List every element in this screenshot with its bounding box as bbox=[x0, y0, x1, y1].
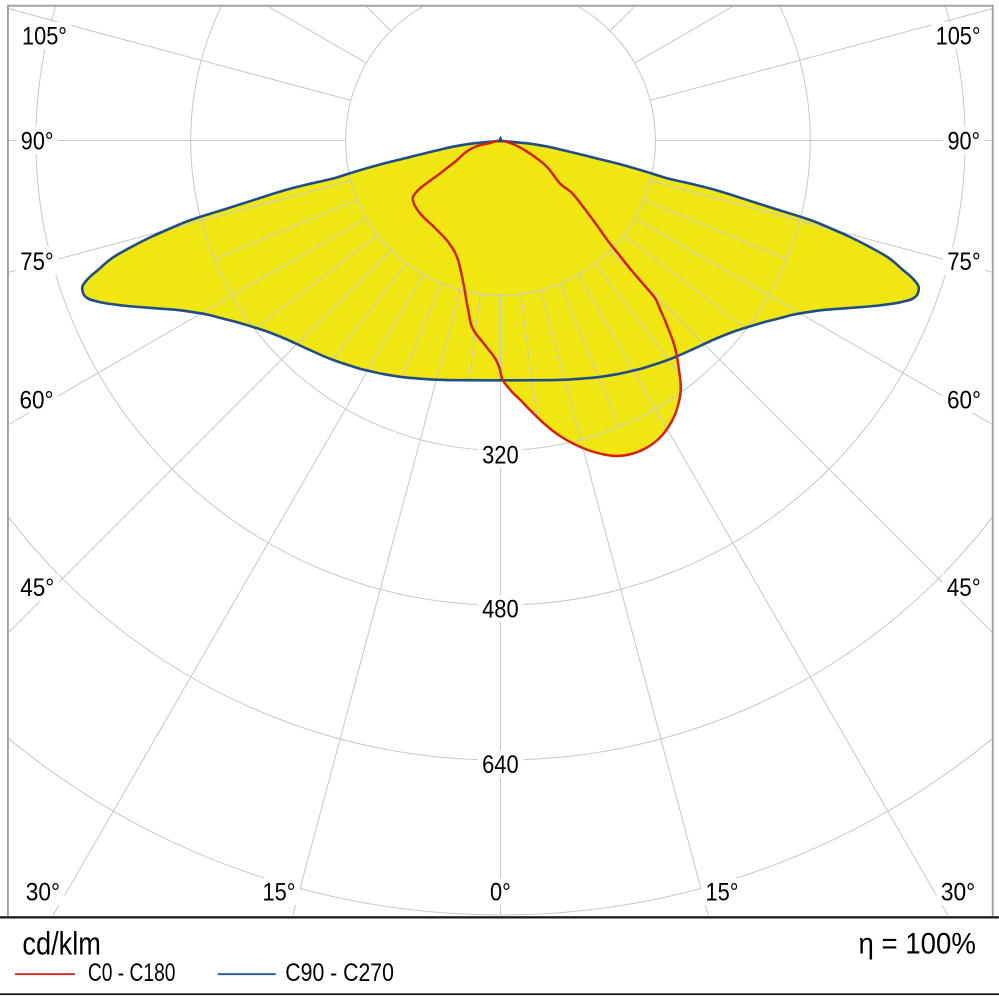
svg-text:45°: 45° bbox=[947, 574, 981, 602]
svg-text:30°: 30° bbox=[26, 879, 60, 907]
svg-text:105°: 105° bbox=[936, 22, 981, 50]
svg-text:320: 320 bbox=[482, 441, 519, 469]
svg-text:15°: 15° bbox=[263, 879, 296, 907]
svg-text:C0 - C180: C0 - C180 bbox=[88, 959, 176, 987]
svg-text:0°: 0° bbox=[490, 878, 511, 906]
svg-text:C90 - C270: C90 - C270 bbox=[285, 959, 394, 987]
svg-text:480: 480 bbox=[482, 596, 519, 624]
svg-text:η = 100%: η = 100% bbox=[859, 928, 976, 961]
svg-text:75°: 75° bbox=[20, 248, 54, 276]
svg-text:cd/klm: cd/klm bbox=[22, 926, 101, 962]
svg-text:60°: 60° bbox=[20, 386, 54, 414]
svg-text:90°: 90° bbox=[21, 128, 54, 156]
svg-text:30°: 30° bbox=[941, 879, 975, 907]
svg-text:75°: 75° bbox=[947, 248, 981, 276]
svg-text:105°: 105° bbox=[22, 22, 67, 50]
svg-text:60°: 60° bbox=[947, 386, 981, 414]
svg-text:90°: 90° bbox=[948, 128, 981, 156]
svg-text:45°: 45° bbox=[20, 574, 54, 602]
svg-text:640: 640 bbox=[482, 751, 519, 779]
svg-text:15°: 15° bbox=[706, 879, 739, 907]
